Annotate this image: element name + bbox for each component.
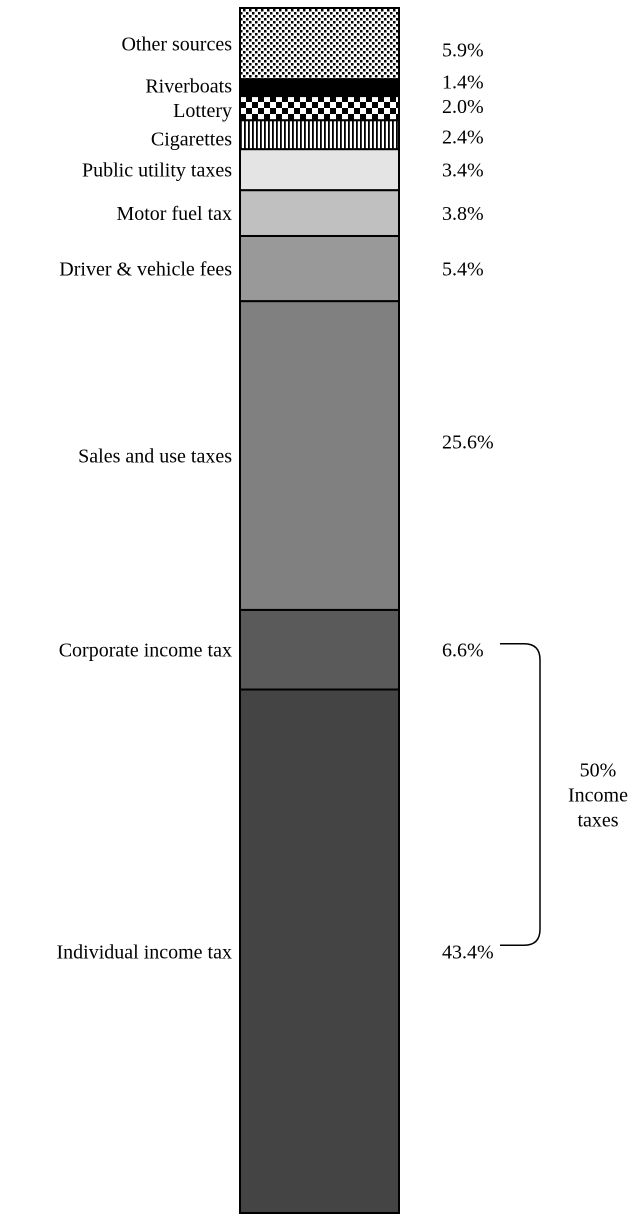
income-taxes-annotation: 50% Income taxes bbox=[500, 642, 628, 947]
segment-cigarettes bbox=[239, 119, 400, 151]
label-sales-and-use-taxes: Sales and use taxes bbox=[78, 446, 232, 468]
value-corporate-income-tax: 6.6% bbox=[442, 640, 484, 662]
label-driver-and-vehicle-fees: Driver & vehicle fees bbox=[59, 259, 232, 281]
label-riverboats: Riverboats bbox=[145, 76, 232, 98]
segment-riverboats bbox=[239, 78, 400, 98]
segment-other-sources bbox=[239, 7, 400, 81]
segment-name-labels: Individual income tax Corporate income ta… bbox=[56, 34, 232, 964]
value-sales-and-use-taxes: 25.6% bbox=[442, 432, 494, 454]
segment-corporate-income-tax bbox=[239, 608, 400, 691]
bar-segments bbox=[239, 7, 400, 1214]
segment-motor-fuel-tax bbox=[239, 189, 400, 237]
value-individual-income-tax: 43.4% bbox=[442, 941, 494, 963]
segment-public-utility-taxes bbox=[239, 148, 400, 192]
annotation-line-1: 50% bbox=[580, 759, 617, 781]
label-corporate-income-tax: Corporate income tax bbox=[59, 640, 232, 662]
value-other-sources: 5.9% bbox=[442, 40, 484, 62]
value-driver-and-vehicle-fees: 5.4% bbox=[442, 259, 484, 281]
segment-sales-and-use-taxes bbox=[239, 300, 400, 611]
segment-individual-income-tax bbox=[239, 688, 400, 1214]
segment-value-labels: 43.4% 6.6% 25.6% 5.4% 3.8% 3.4% 2.4% 2.0%1.4% 5.… bbox=[442, 40, 494, 964]
value-riverboats: 1.4% bbox=[442, 72, 484, 94]
label-public-utility-taxes: Public utility taxes bbox=[82, 160, 232, 182]
value-lottery: 2.0% bbox=[442, 96, 484, 118]
label-other-sources: Other sources bbox=[121, 34, 232, 56]
value-cigarettes: 2.4% bbox=[442, 127, 484, 149]
label-individual-income-tax: Individual income tax bbox=[56, 941, 232, 963]
value-motor-fuel-tax: 3.8% bbox=[442, 203, 484, 225]
segment-lottery bbox=[239, 95, 400, 122]
annotation-line-3: taxes bbox=[577, 809, 618, 831]
income-taxes-bracket bbox=[500, 642, 541, 947]
label-motor-fuel-tax: Motor fuel tax bbox=[116, 203, 232, 225]
value-public-utility-taxes: 3.4% bbox=[442, 160, 484, 182]
label-lottery: Lottery bbox=[173, 100, 232, 122]
label-cigarettes: Cigarettes bbox=[151, 129, 232, 151]
annotation-line-2: Income bbox=[568, 784, 628, 806]
segment-driver-and-vehicle-fees bbox=[239, 234, 400, 303]
